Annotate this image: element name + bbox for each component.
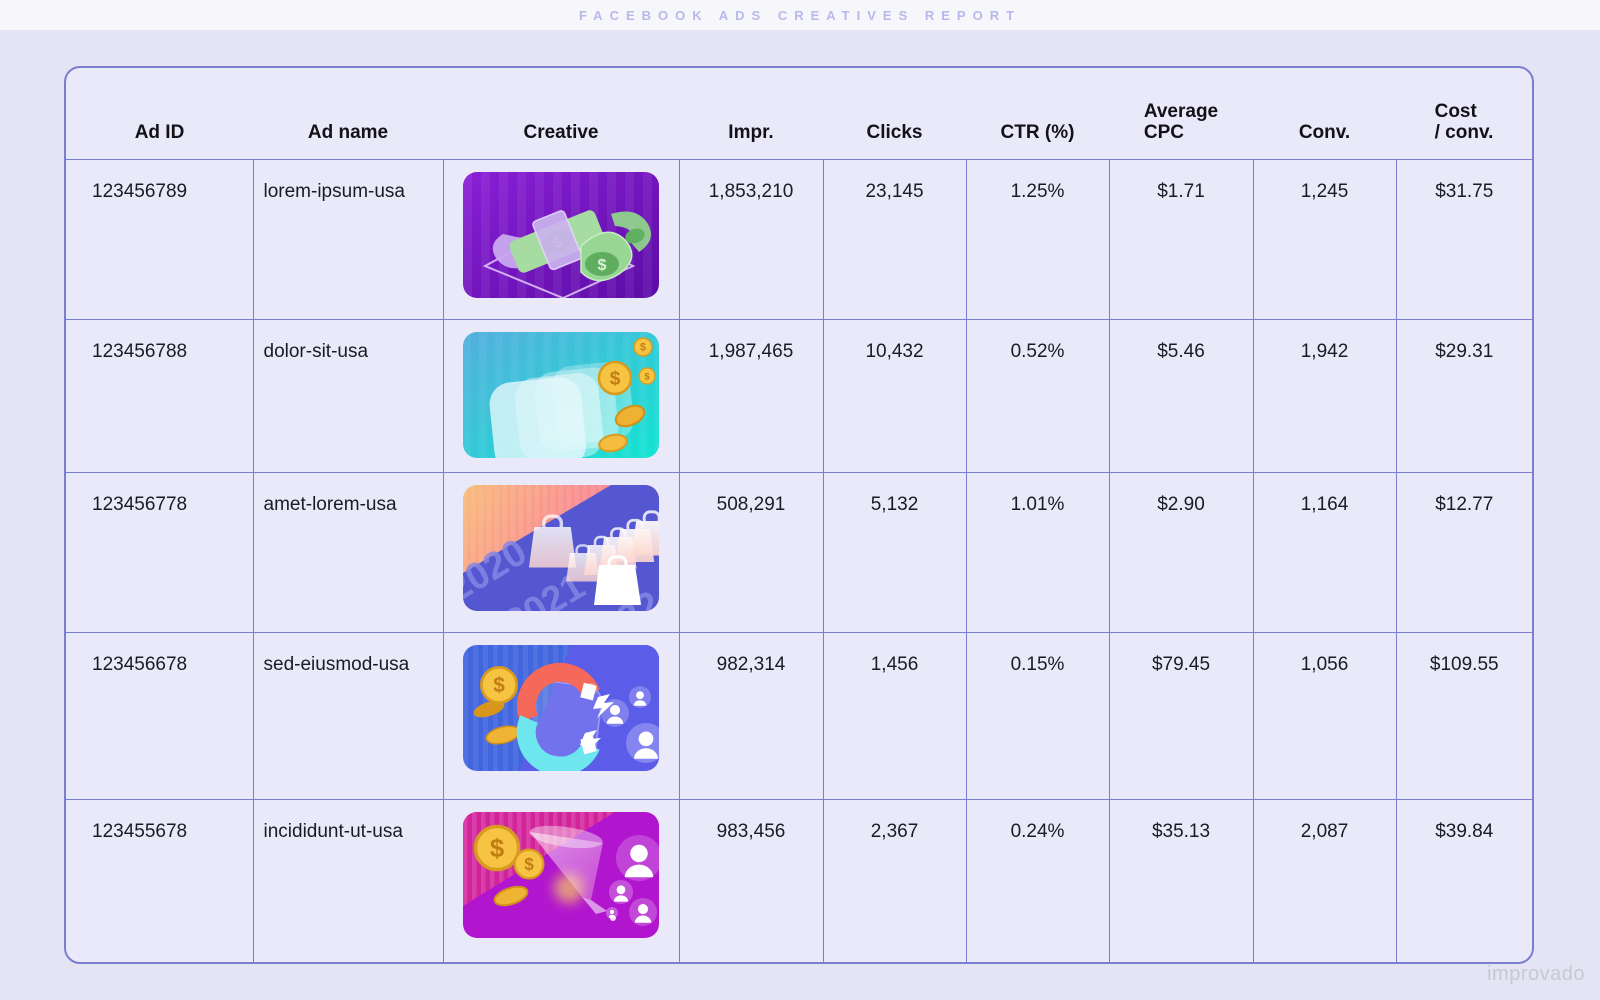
cell-conversions: 1,942 xyxy=(1252,318,1397,473)
cell-cost-per-conv: $12.77 xyxy=(1395,471,1532,633)
cell-ad-name: amet-lorem-usa xyxy=(252,471,444,633)
cell-impressions: 1,853,210 xyxy=(678,158,824,320)
cell-ctr: 0.15% xyxy=(965,631,1110,800)
report-title: FACEBOOK ADS CREATIVES REPORT xyxy=(578,7,1022,23)
cell-cost-per-conv: $31.75 xyxy=(1395,158,1532,320)
cell-conversions: 1,164 xyxy=(1252,471,1397,633)
cell-cost-per-conv: $109.55 xyxy=(1395,631,1532,800)
table-row: 123455678 incididunt-ut-usa xyxy=(66,798,1532,962)
cell-cost-per-conv: $39.84 xyxy=(1395,798,1532,962)
cell-average-cpc: $1.71 xyxy=(1108,158,1254,320)
column-header-clicks: Clicks xyxy=(823,68,966,160)
cell-average-cpc: $2.90 xyxy=(1108,471,1254,633)
cell-impressions: 982,314 xyxy=(678,631,824,800)
cell-clicks: 1,456 xyxy=(822,631,967,800)
table-row: 123456788 dolor-sit-usa xyxy=(66,318,1532,473)
cell-clicks: 5,132 xyxy=(822,471,967,633)
column-header-ctr: CTR (%) xyxy=(966,68,1109,160)
cell-impressions: 508,291 xyxy=(678,471,824,633)
cell-ad-name: sed-eiusmod-usa xyxy=(252,631,444,800)
header-row: Ad ID Ad name Creative Impr. Clicks CTR … xyxy=(66,68,1532,160)
column-header-creative: Creative xyxy=(443,68,679,160)
cell-ad-name: incididunt-ut-usa xyxy=(252,798,444,962)
cell-ad-id: 123455678 xyxy=(66,798,254,962)
creative-thumbnail[interactable] xyxy=(463,811,659,938)
cell-ctr: 0.52% xyxy=(965,318,1110,473)
table-row: 123456789 lorem-ipsum-usa xyxy=(66,158,1532,320)
svg-text:$: $ xyxy=(598,257,607,274)
creative-thumbnail[interactable]: $ $ xyxy=(463,171,659,298)
cell-ad-name: dolor-sit-usa xyxy=(252,318,444,473)
cell-average-cpc: $79.45 xyxy=(1108,631,1254,800)
cell-average-cpc: $5.46 xyxy=(1108,318,1254,473)
cell-ad-id: 123456678 xyxy=(66,631,254,800)
cell-cost-per-conv: $29.31 xyxy=(1395,318,1532,473)
cell-clicks: 10,432 xyxy=(822,318,967,473)
improvado-watermark: improvado xyxy=(1487,963,1585,985)
cell-ctr: 0.24% xyxy=(965,798,1110,962)
column-header-ad-name: Ad name xyxy=(253,68,443,160)
cell-creative xyxy=(442,318,680,473)
column-header-ad-id: Ad ID xyxy=(66,68,253,160)
cell-ad-id: 123456778 xyxy=(66,471,254,633)
cell-conversions: 2,087 xyxy=(1252,798,1397,962)
cell-clicks: 23,145 xyxy=(822,158,967,320)
cell-ad-id: 123456788 xyxy=(66,318,254,473)
cell-creative: 2020 2021 2022 xyxy=(442,471,680,633)
cell-ctr: 1.25% xyxy=(965,158,1110,320)
cell-average-cpc: $35.13 xyxy=(1108,798,1254,962)
cell-clicks: 2,367 xyxy=(822,798,967,962)
column-header-cost-per-conv: Cost / conv. xyxy=(1396,68,1532,160)
cell-conversions: 1,056 xyxy=(1252,631,1397,800)
cell-impressions: 983,456 xyxy=(678,798,824,962)
cell-ctr: 1.01% xyxy=(965,471,1110,633)
cell-ad-id: 123456789 xyxy=(66,158,254,320)
creative-thumbnail[interactable] xyxy=(463,644,659,771)
column-header-average-cpc: Average CPC xyxy=(1109,68,1253,160)
column-header-conversions: Conv. xyxy=(1253,68,1396,160)
cell-ad-name: lorem-ipsum-usa xyxy=(252,158,444,320)
table-row: 123456778 amet-lorem-usa xyxy=(66,471,1532,633)
cell-impressions: 1,987,465 xyxy=(678,318,824,473)
creative-thumbnail[interactable]: 2020 2021 2022 xyxy=(463,484,659,611)
ads-report-table: Ad ID Ad name Creative Impr. Clicks CTR … xyxy=(64,66,1534,964)
report-header-bar: FACEBOOK ADS CREATIVES REPORT xyxy=(0,0,1600,30)
cell-conversions: 1,245 xyxy=(1252,158,1397,320)
cell-creative: $ $ xyxy=(442,158,680,320)
creative-thumbnail[interactable] xyxy=(463,331,659,458)
cell-creative xyxy=(442,631,680,800)
cell-creative xyxy=(442,798,680,962)
table-row: 123456678 sed-eiusmod-usa xyxy=(66,631,1532,800)
column-header-impressions: Impr. xyxy=(679,68,823,160)
